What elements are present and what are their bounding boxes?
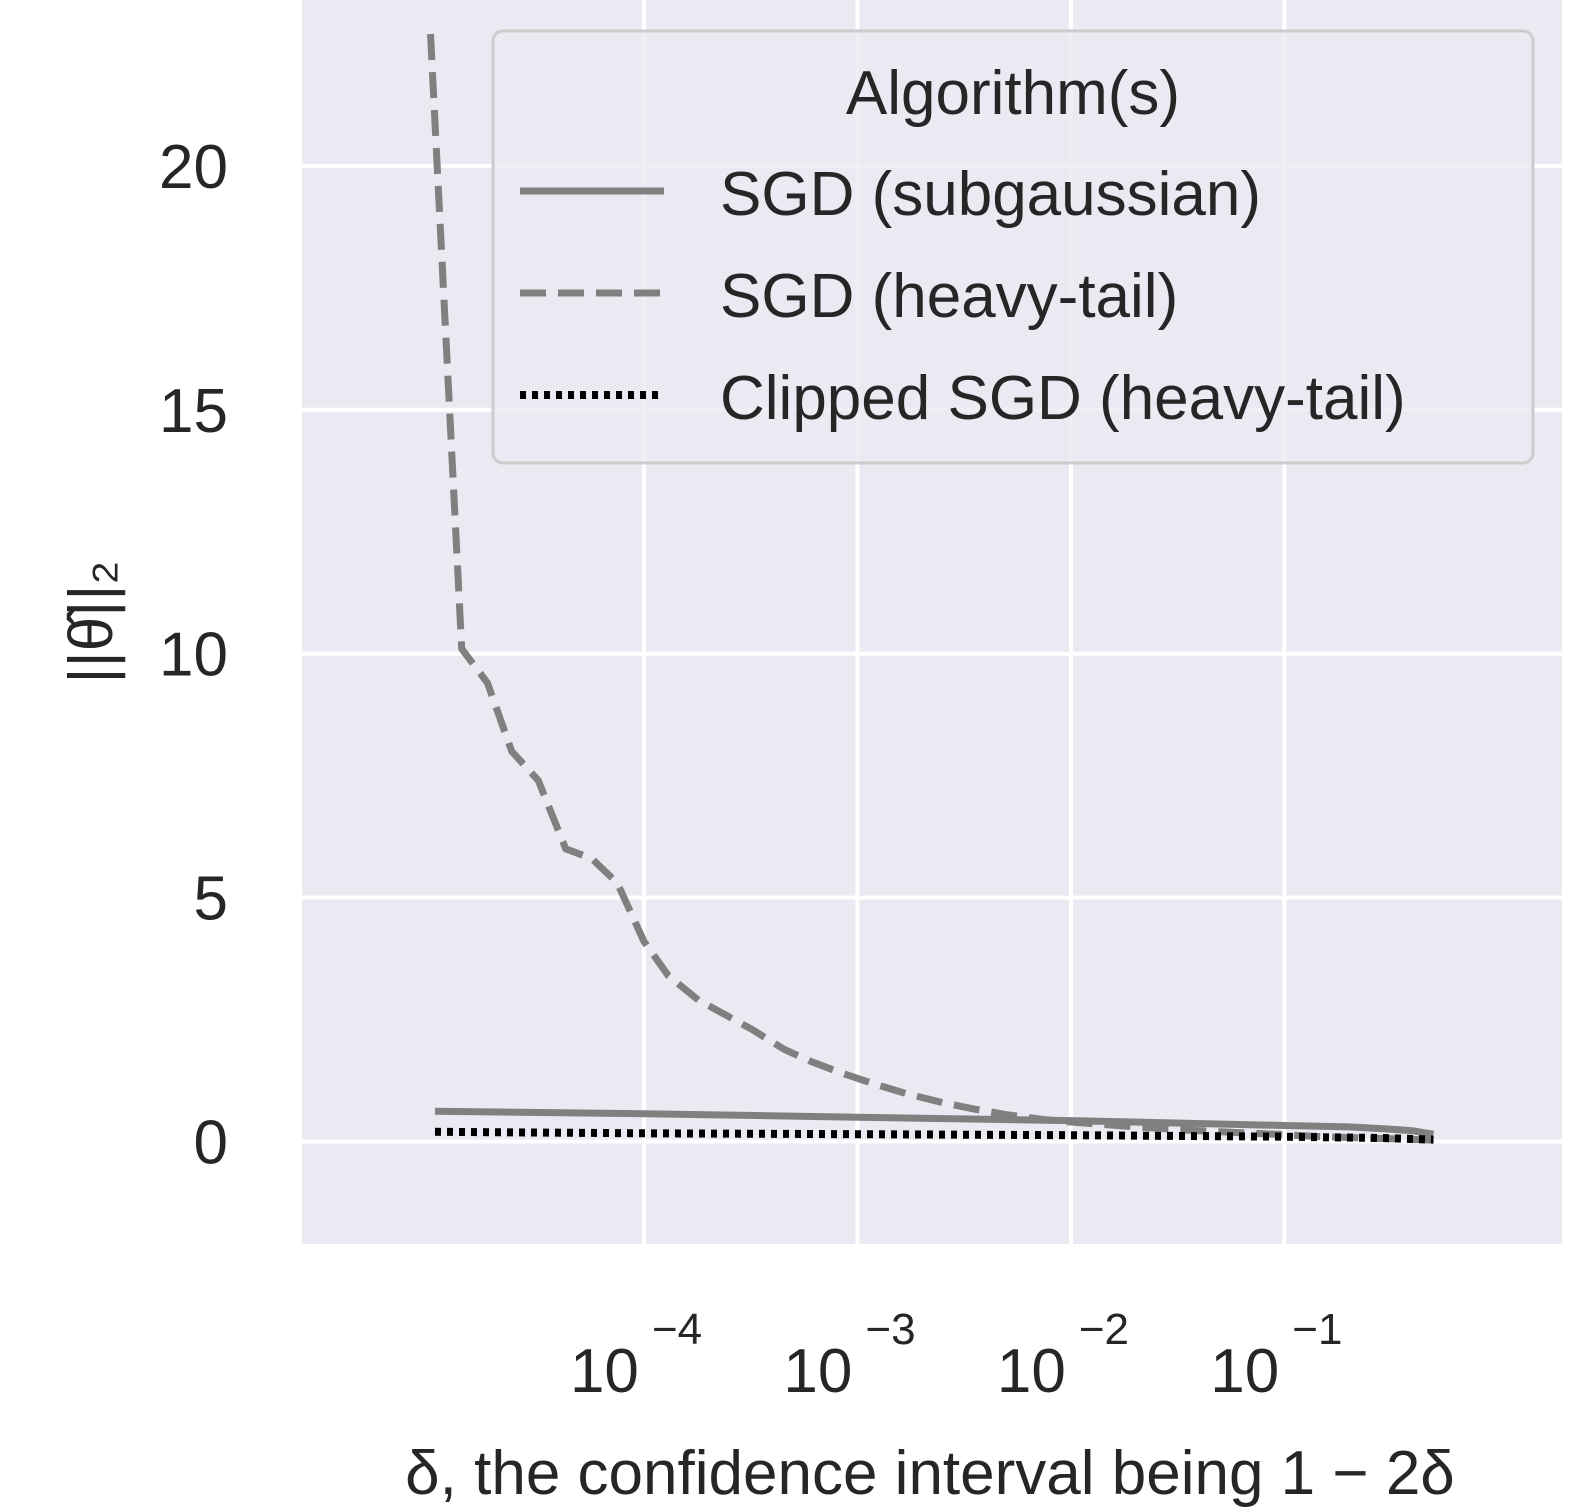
x-tick-label: 10 −3 [783, 1305, 915, 1406]
legend-label: Clipped SGD (heavy-tail) [720, 364, 1406, 433]
x-tick-label: 10 −1 [1210, 1305, 1342, 1406]
x-tick-exponent: −1 [1292, 1305, 1342, 1354]
legend-box [491, 29, 1535, 465]
x-tick-exponent: −2 [1079, 1305, 1129, 1354]
y-tick-label: 15 [159, 377, 228, 446]
x-tick-labels: 10 −4 10 −3 10 −2 10 −1 [570, 1305, 1343, 1406]
y-tick-label: 5 [194, 865, 228, 934]
x-tick-base: 10 [1210, 1337, 1279, 1406]
series-line-1 [434, 1107, 1435, 1138]
x-tick-exponent: −4 [652, 1305, 702, 1354]
series-layer [427, 33, 1435, 1144]
legend-title: Algorithm(s) [846, 59, 1180, 128]
x-tick-label: 10 −2 [997, 1305, 1129, 1406]
y-tick-labels: 0 5 10 15 20 [159, 133, 228, 1178]
y-tick-label: 10 [159, 621, 228, 690]
legend: Algorithm(s) SGD (subgaussian) SGD (heavy… [491, 29, 1535, 465]
y-tick-label: 0 [194, 1109, 228, 1178]
legend-entries: SGD (subgaussian) SGD (heavy-tail) Clipped… [520, 160, 1406, 433]
x-axis-label: δ, the confidence interval being 1 − 2δ [405, 1439, 1455, 1508]
legend-label: SGD (subgaussian) [720, 160, 1261, 229]
x-tick-label: 10 −4 [570, 1305, 702, 1406]
series-line-3 [434, 1127, 1434, 1144]
y-axis-label: ||θ̂||₂ [57, 561, 126, 684]
x-tick-exponent: −3 [865, 1305, 915, 1354]
y-tick-label: 20 [159, 133, 228, 202]
x-tick-base: 10 [783, 1337, 852, 1406]
x-tick-base: 10 [570, 1337, 639, 1406]
legend-label: SGD (heavy-tail) [720, 262, 1178, 331]
series-line-2 [427, 33, 1434, 1144]
x-tick-base: 10 [997, 1337, 1066, 1406]
